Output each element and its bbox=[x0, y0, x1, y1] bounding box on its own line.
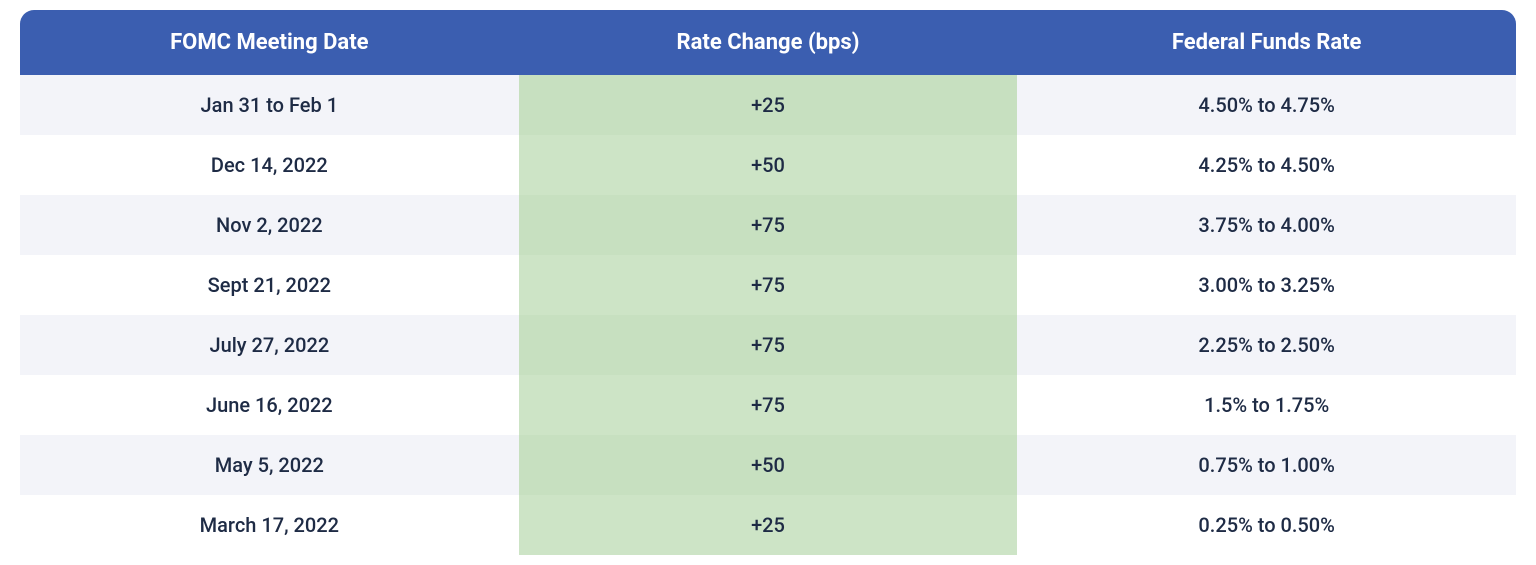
cell-change: +75 bbox=[519, 375, 1018, 435]
table-header-row: FOMC Meeting Date Rate Change (bps) Fede… bbox=[20, 10, 1516, 75]
cell-change: +50 bbox=[519, 435, 1018, 495]
cell-date: July 27, 2022 bbox=[20, 315, 519, 375]
cell-date: May 5, 2022 bbox=[20, 435, 519, 495]
table-row: June 16, 2022 +75 1.5% to 1.75% bbox=[20, 375, 1516, 435]
cell-date: March 17, 2022 bbox=[20, 495, 519, 555]
table-row: July 27, 2022 +75 2.25% to 2.50% bbox=[20, 315, 1516, 375]
table-row: May 5, 2022 +50 0.75% to 1.00% bbox=[20, 435, 1516, 495]
table-row: Sept 21, 2022 +75 3.00% to 3.25% bbox=[20, 255, 1516, 315]
cell-date: Sept 21, 2022 bbox=[20, 255, 519, 315]
cell-change: +75 bbox=[519, 195, 1018, 255]
cell-change: +75 bbox=[519, 315, 1018, 375]
cell-rate: 0.25% to 0.50% bbox=[1017, 495, 1516, 555]
table-row: March 17, 2022 +25 0.25% to 0.50% bbox=[20, 495, 1516, 555]
cell-rate: 4.25% to 4.50% bbox=[1017, 135, 1516, 195]
cell-rate: 3.00% to 3.25% bbox=[1017, 255, 1516, 315]
table-row: Nov 2, 2022 +75 3.75% to 4.00% bbox=[20, 195, 1516, 255]
cell-rate: 0.75% to 1.00% bbox=[1017, 435, 1516, 495]
cell-change: +25 bbox=[519, 75, 1018, 135]
cell-rate: 1.5% to 1.75% bbox=[1017, 375, 1516, 435]
cell-date: Dec 14, 2022 bbox=[20, 135, 519, 195]
table-row: Jan 31 to Feb 1 +25 4.50% to 4.75% bbox=[20, 75, 1516, 135]
cell-change: +25 bbox=[519, 495, 1018, 555]
fomc-rate-table: FOMC Meeting Date Rate Change (bps) Fede… bbox=[20, 10, 1516, 555]
cell-date: Nov 2, 2022 bbox=[20, 195, 519, 255]
table-row: Dec 14, 2022 +50 4.25% to 4.50% bbox=[20, 135, 1516, 195]
cell-date: June 16, 2022 bbox=[20, 375, 519, 435]
col-header-rate: Federal Funds Rate bbox=[1017, 10, 1516, 75]
cell-change: +50 bbox=[519, 135, 1018, 195]
cell-date: Jan 31 to Feb 1 bbox=[20, 75, 519, 135]
cell-rate: 4.50% to 4.75% bbox=[1017, 75, 1516, 135]
col-header-date: FOMC Meeting Date bbox=[20, 10, 519, 75]
cell-change: +75 bbox=[519, 255, 1018, 315]
table-body: Jan 31 to Feb 1 +25 4.50% to 4.75% Dec 1… bbox=[20, 75, 1516, 555]
fomc-table-wrap: FOMC Meeting Date Rate Change (bps) Fede… bbox=[20, 10, 1516, 555]
cell-rate: 2.25% to 2.50% bbox=[1017, 315, 1516, 375]
cell-rate: 3.75% to 4.00% bbox=[1017, 195, 1516, 255]
col-header-change: Rate Change (bps) bbox=[519, 10, 1018, 75]
